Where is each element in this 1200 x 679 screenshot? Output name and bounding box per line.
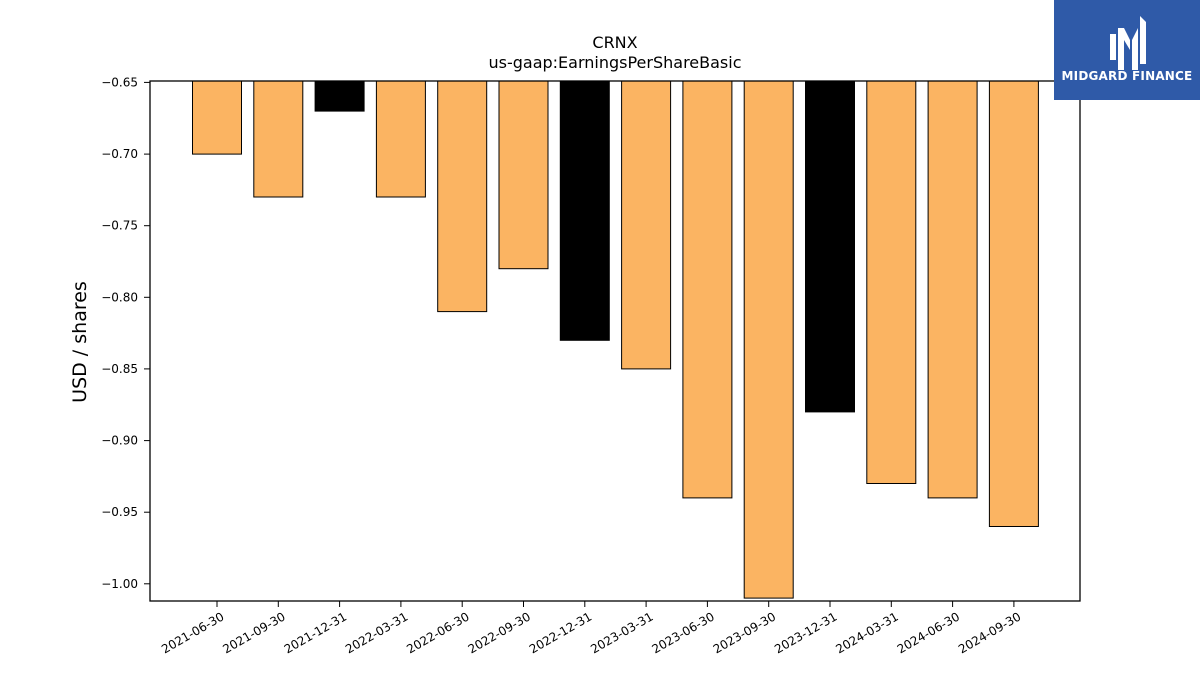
- x-tick-label: 2023-09-30: [711, 609, 778, 656]
- x-tick-label: 2024-06-30: [895, 609, 962, 656]
- x-tick-label: 2023-06-30: [649, 609, 716, 656]
- chart-subtitle: us-gaap:EarningsPerShareBasic: [488, 53, 741, 72]
- bar-2023-06-30: [682, 80, 733, 499]
- bar-2022-03-31: [375, 80, 426, 198]
- y-tick-label: −0.80: [101, 290, 138, 304]
- bar-2021-06-30: [192, 80, 242, 155]
- y-tick-label: −0.85: [101, 362, 138, 376]
- bar-2023-12-31: [805, 80, 855, 413]
- bar-2023-03-31: [621, 80, 672, 370]
- bar-2024-09-30: [988, 80, 1039, 527]
- x-tick-label: 2024-03-31: [833, 609, 900, 656]
- bar-2023-09-30: [743, 80, 794, 599]
- y-tick-label: −0.65: [101, 75, 138, 89]
- bars-group: [192, 80, 1039, 599]
- y-tick-label: −0.95: [101, 505, 138, 519]
- bar-2024-06-30: [927, 80, 978, 499]
- x-tick-label: 2021-12-31: [282, 609, 349, 656]
- chart-title: CRNX: [592, 33, 637, 52]
- x-tick-label: 2021-09-30: [220, 609, 287, 656]
- y-ticks-group: −0.65 −0.70 −0.75 −0.80 −0.85 −0.90 −0.95 −1.00: [101, 75, 150, 591]
- bar-2022-09-30: [498, 80, 549, 270]
- y-tick-label: −1.00: [101, 577, 138, 591]
- x-tick-label: 2022-12-31: [527, 609, 594, 656]
- y-tick-label: −0.70: [101, 147, 138, 161]
- y-tick-label: −0.75: [101, 219, 138, 233]
- y-axis-label: USD / shares: [69, 281, 91, 403]
- x-tick-label: 2022-09-30: [466, 609, 533, 656]
- bar-2021-12-31: [314, 80, 365, 112]
- bar-2024-03-31: [866, 80, 917, 484]
- bar-2021-09-30: [253, 80, 304, 198]
- x-tick-label: 2022-03-31: [343, 609, 410, 656]
- x-ticks-group: 2021-06-302021-09-302021-12-312022-03-31…: [159, 601, 1023, 656]
- x-tick-label: 2024-09-30: [956, 609, 1023, 656]
- x-tick-label: 2022-06-30: [404, 609, 471, 656]
- plot-frame: [149, 80, 1081, 602]
- x-tick-label: 2023-12-31: [772, 609, 839, 656]
- y-tick-label: −0.90: [101, 434, 138, 448]
- bar-2022-06-30: [437, 80, 488, 313]
- x-tick-label: 2023-03-31: [588, 609, 655, 656]
- midgard-finance-logo: MIDGARD FINANCE: [1054, 0, 1200, 100]
- logo-mark-icon: [1110, 16, 1146, 70]
- x-tick-label: 2021-06-30: [159, 609, 226, 656]
- logo-text: MIDGARD FINANCE: [1061, 69, 1193, 83]
- bar-2022-12-31: [559, 80, 610, 341]
